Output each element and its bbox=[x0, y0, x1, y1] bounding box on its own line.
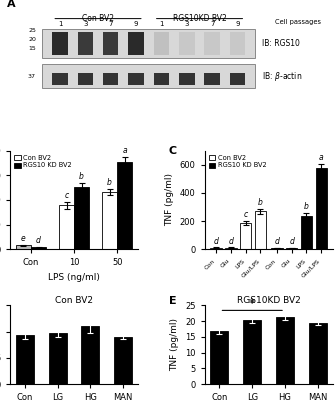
Text: e: e bbox=[21, 234, 26, 243]
Bar bbox=[103, 32, 119, 55]
Bar bbox=[271, 248, 283, 249]
Text: d: d bbox=[275, 237, 279, 246]
Y-axis label: TNF (pg/ml): TNF (pg/ml) bbox=[165, 174, 174, 226]
Bar bbox=[240, 223, 251, 249]
Text: 25: 25 bbox=[28, 28, 36, 34]
Text: 3: 3 bbox=[184, 21, 189, 27]
Bar bbox=[154, 73, 169, 86]
Text: *: * bbox=[249, 297, 255, 310]
Text: 1: 1 bbox=[58, 21, 62, 27]
Text: c: c bbox=[65, 191, 69, 200]
Title: RGS10KD BV2: RGS10KD BV2 bbox=[237, 296, 300, 304]
Text: 1: 1 bbox=[159, 21, 164, 27]
Text: E: E bbox=[169, 296, 176, 306]
Text: 7: 7 bbox=[210, 21, 214, 27]
Bar bbox=[52, 73, 68, 86]
Text: a: a bbox=[122, 146, 127, 155]
Bar bbox=[230, 32, 245, 55]
Bar bbox=[59, 205, 74, 249]
Text: d: d bbox=[228, 237, 233, 246]
Text: RGS10KD BV2: RGS10KD BV2 bbox=[173, 14, 226, 24]
Text: d: d bbox=[36, 236, 41, 245]
Bar bbox=[114, 337, 132, 384]
Bar bbox=[74, 187, 89, 249]
Text: 15: 15 bbox=[28, 46, 36, 51]
Bar bbox=[309, 323, 327, 384]
Bar bbox=[128, 32, 144, 55]
Bar bbox=[42, 64, 255, 88]
Text: b: b bbox=[107, 178, 112, 188]
Bar bbox=[210, 331, 228, 384]
Bar bbox=[210, 248, 222, 249]
Bar bbox=[179, 32, 195, 55]
Bar bbox=[179, 73, 195, 86]
Title: Con BV2: Con BV2 bbox=[55, 296, 93, 304]
Bar bbox=[286, 248, 297, 249]
Text: C: C bbox=[169, 146, 177, 156]
Text: 37: 37 bbox=[28, 74, 36, 79]
Bar bbox=[81, 326, 99, 384]
Text: IB: $\beta$-actin: IB: $\beta$-actin bbox=[262, 70, 302, 83]
Text: d: d bbox=[214, 237, 218, 246]
X-axis label: LPS (ng/ml): LPS (ng/ml) bbox=[48, 273, 100, 282]
Bar bbox=[78, 32, 93, 55]
Bar bbox=[301, 216, 312, 249]
Bar bbox=[205, 32, 220, 55]
Bar bbox=[78, 73, 93, 86]
Text: d: d bbox=[289, 237, 294, 246]
Bar bbox=[42, 28, 255, 58]
Bar bbox=[225, 248, 237, 249]
Bar bbox=[276, 317, 294, 384]
Bar bbox=[52, 32, 68, 55]
Text: 9: 9 bbox=[235, 21, 240, 27]
Bar bbox=[49, 333, 67, 384]
Text: A: A bbox=[7, 0, 15, 9]
Bar bbox=[16, 335, 34, 384]
Bar bbox=[103, 73, 119, 86]
Text: 20: 20 bbox=[28, 37, 36, 42]
Bar bbox=[117, 162, 132, 249]
Text: Cell passages: Cell passages bbox=[275, 20, 321, 26]
Text: Con BV2: Con BV2 bbox=[82, 14, 114, 24]
Text: 3: 3 bbox=[83, 21, 88, 27]
Text: 9: 9 bbox=[134, 21, 138, 27]
Legend: Con BV2, RGS10 KD BV2: Con BV2, RGS10 KD BV2 bbox=[208, 154, 267, 169]
Bar bbox=[16, 246, 31, 249]
Y-axis label: TNF (pg/ml): TNF (pg/ml) bbox=[171, 318, 179, 371]
Bar bbox=[102, 192, 117, 249]
Bar bbox=[230, 73, 245, 86]
Bar bbox=[128, 73, 144, 86]
Text: a: a bbox=[319, 154, 324, 162]
Bar bbox=[154, 32, 169, 55]
Text: b: b bbox=[258, 198, 263, 207]
Text: b: b bbox=[79, 172, 84, 181]
Bar bbox=[316, 168, 327, 249]
Bar bbox=[255, 212, 266, 249]
Text: b: b bbox=[304, 202, 309, 211]
Bar bbox=[243, 320, 261, 384]
Text: c: c bbox=[244, 210, 248, 219]
Text: IB: RGS10: IB: RGS10 bbox=[262, 39, 300, 48]
Bar bbox=[205, 73, 220, 86]
Legend: Con BV2, RGS10 KD BV2: Con BV2, RGS10 KD BV2 bbox=[13, 154, 73, 169]
Text: 7: 7 bbox=[109, 21, 113, 27]
Bar bbox=[31, 247, 46, 249]
